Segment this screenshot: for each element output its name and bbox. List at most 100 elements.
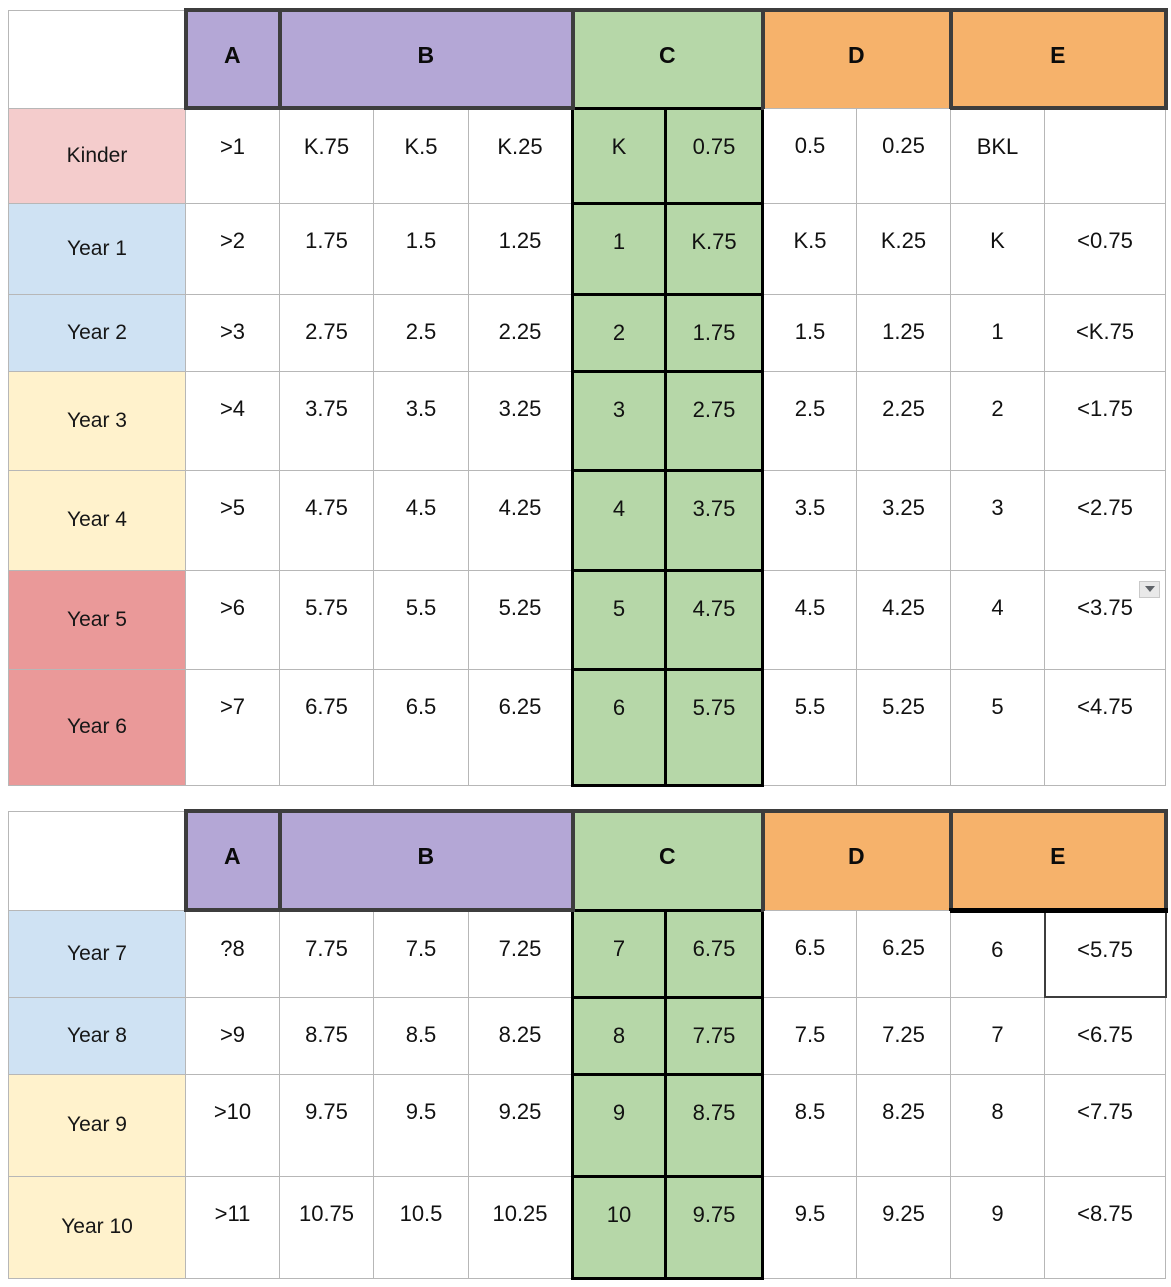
value-cell[interactable]: 5.5 <box>373 569 469 670</box>
value-cell[interactable]: 3 <box>950 469 1045 571</box>
row-label-year-8[interactable]: Year 8 <box>8 996 186 1075</box>
value-cell[interactable]: BKL <box>950 107 1045 204</box>
value-cell[interactable]: 5.75 <box>664 667 764 787</box>
value-cell[interactable]: 4.25 <box>468 469 573 571</box>
value-cell[interactable]: 0.5 <box>762 107 857 204</box>
value-cell[interactable]: 3 <box>571 369 667 472</box>
value-cell[interactable]: >10 <box>185 1073 280 1177</box>
value-cell[interactable]: 1 <box>571 201 667 296</box>
value-cell[interactable]: <8.75 <box>1044 1175 1166 1279</box>
value-cell[interactable]: 3.75 <box>279 370 374 471</box>
row-label-year-2[interactable]: Year 2 <box>8 293 186 372</box>
value-cell[interactable]: 2 <box>950 370 1045 471</box>
value-cell[interactable]: 4.25 <box>856 569 951 670</box>
value-cell[interactable]: 7.5 <box>373 909 469 998</box>
value-cell[interactable]: 4.75 <box>664 568 764 671</box>
row-label-year-9[interactable]: Year 9 <box>8 1073 186 1177</box>
value-cell[interactable]: >6 <box>185 569 280 670</box>
value-cell[interactable]: K <box>950 202 1045 295</box>
value-cell[interactable]: 10.75 <box>279 1175 374 1279</box>
value-cell[interactable]: K.25 <box>468 107 573 204</box>
value-cell[interactable]: 9.5 <box>762 1175 857 1279</box>
value-cell[interactable]: 3.5 <box>373 370 469 471</box>
value-cell[interactable]: 6.25 <box>468 668 573 786</box>
value-cell[interactable]: 2.25 <box>468 293 573 372</box>
value-cell[interactable] <box>1044 107 1166 204</box>
value-cell[interactable]: 1.25 <box>856 293 951 372</box>
value-cell[interactable]: 6.25 <box>856 909 951 998</box>
row-label-year-1[interactable]: Year 1 <box>8 202 186 295</box>
value-cell[interactable]: 2 <box>571 292 667 373</box>
value-cell[interactable]: 5 <box>950 668 1045 786</box>
value-cell[interactable]: 8.75 <box>279 996 374 1075</box>
value-cell[interactable]: <1.75 <box>1044 370 1166 471</box>
value-cell[interactable]: 6.75 <box>664 908 764 999</box>
value-cell[interactable]: <7.75 <box>1044 1073 1166 1177</box>
dropdown-arrow-icon[interactable] <box>1139 580 1160 598</box>
value-cell[interactable]: 5.25 <box>468 569 573 670</box>
value-cell[interactable]: >1 <box>185 107 280 204</box>
row-label-year-10[interactable]: Year 10 <box>8 1175 186 1279</box>
column-group-header-d[interactable]: D <box>760 809 953 911</box>
value-cell[interactable]: <K.75 <box>1044 293 1166 372</box>
value-cell[interactable]: >5 <box>185 469 280 571</box>
corner-cell[interactable] <box>8 810 186 911</box>
value-cell[interactable]: 10.5 <box>373 1175 469 1279</box>
column-group-header-b[interactable]: B <box>277 8 575 110</box>
value-cell[interactable]: 1.75 <box>664 292 764 373</box>
value-cell[interactable]: 6.5 <box>373 668 469 786</box>
value-cell[interactable]: K.75 <box>664 201 764 296</box>
value-cell[interactable]: 4.5 <box>762 569 857 670</box>
value-cell[interactable]: 9 <box>571 1072 667 1178</box>
value-cell[interactable]: 7.5 <box>762 996 857 1075</box>
value-cell[interactable]: 6.75 <box>279 668 374 786</box>
value-cell[interactable]: 4 <box>950 569 1045 670</box>
value-cell[interactable]: 6 <box>571 667 667 787</box>
value-cell[interactable]: 3.5 <box>762 469 857 571</box>
value-cell[interactable]: 10.25 <box>468 1175 573 1279</box>
value-cell[interactable]: K <box>571 106 667 205</box>
value-cell[interactable]: 6 <box>950 909 1045 998</box>
value-cell[interactable]: 9.5 <box>373 1073 469 1177</box>
column-group-header-a[interactable]: A <box>183 8 282 110</box>
value-cell[interactable]: 9 <box>950 1175 1045 1279</box>
value-cell[interactable]: 3.75 <box>664 468 764 572</box>
column-group-header-e[interactable]: E <box>948 8 1168 110</box>
value-cell[interactable]: 4.5 <box>373 469 469 571</box>
value-cell[interactable]: 3.25 <box>856 469 951 571</box>
value-cell[interactable]: 1.75 <box>279 202 374 295</box>
value-cell[interactable]: 5 <box>571 568 667 671</box>
value-cell[interactable]: 2.25 <box>856 370 951 471</box>
value-cell[interactable]: 8.25 <box>468 996 573 1075</box>
value-cell[interactable]: 10 <box>571 1174 667 1280</box>
column-group-header-a[interactable]: A <box>183 809 282 912</box>
value-cell[interactable]: K.5 <box>373 107 469 204</box>
value-cell[interactable]: <6.75 <box>1044 996 1166 1075</box>
value-cell[interactable]: 2.5 <box>762 370 857 471</box>
value-cell[interactable]: 8.25 <box>856 1073 951 1177</box>
value-cell[interactable]: ?8 <box>185 909 280 998</box>
value-cell[interactable]: K.5 <box>762 202 857 295</box>
column-group-header-d[interactable]: D <box>760 8 953 109</box>
value-cell[interactable]: 8.5 <box>762 1073 857 1177</box>
column-group-header-c[interactable]: C <box>570 8 765 110</box>
value-cell[interactable]: >7 <box>185 668 280 786</box>
value-cell[interactable]: 8 <box>950 1073 1045 1177</box>
value-cell[interactable]: 2.5 <box>373 293 469 372</box>
value-cell[interactable]: 8 <box>571 995 667 1076</box>
column-group-header-b[interactable]: B <box>277 809 575 912</box>
value-cell[interactable]: 7.25 <box>468 909 573 998</box>
column-group-header-e[interactable]: E <box>948 809 1168 913</box>
value-cell[interactable]: 3.25 <box>468 370 573 471</box>
value-cell[interactable]: 9.25 <box>856 1175 951 1279</box>
value-cell[interactable]: 5.25 <box>856 668 951 786</box>
corner-cell[interactable] <box>8 9 186 109</box>
value-cell[interactable]: 7.75 <box>279 909 374 998</box>
value-cell[interactable]: >3 <box>185 293 280 372</box>
value-cell[interactable]: 8.75 <box>664 1072 764 1178</box>
value-cell[interactable]: 5.75 <box>279 569 374 670</box>
column-group-header-c[interactable]: C <box>570 809 765 912</box>
value-cell[interactable]: 7.75 <box>664 995 764 1076</box>
value-cell[interactable]: <0.75 <box>1044 202 1166 295</box>
row-label-year-6[interactable]: Year 6 <box>8 668 186 786</box>
